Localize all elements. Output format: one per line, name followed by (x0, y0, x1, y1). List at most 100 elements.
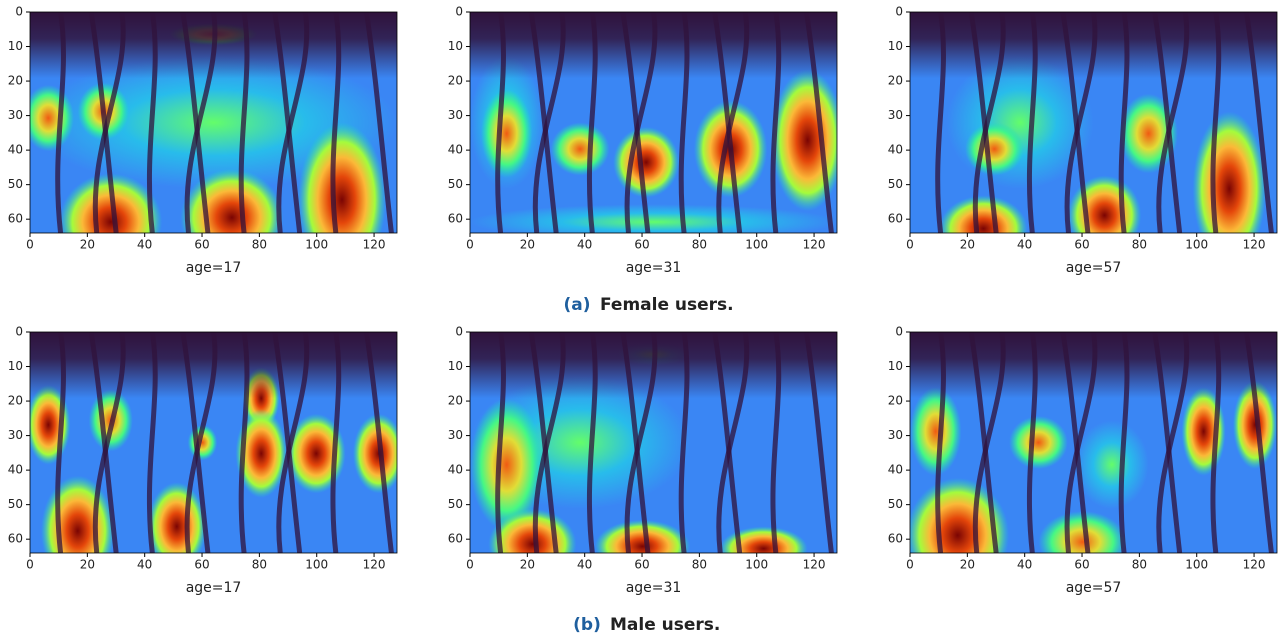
x-tick-label: 60 (634, 238, 649, 252)
x-tick-label: 120 (803, 558, 826, 572)
heatmap-top (910, 12, 1277, 233)
y-tick-label: 60 (448, 532, 463, 546)
x-tick-label: 80 (252, 238, 267, 252)
x-tick-label: 120 (363, 558, 386, 572)
y-tick-label: 30 (448, 108, 463, 122)
y-tick-label: 50 (888, 497, 903, 511)
axes-frame (29, 331, 398, 554)
axes-frame (29, 11, 398, 234)
x-axis-label: age=57 (1066, 580, 1122, 596)
x-tick-label: 20 (520, 238, 535, 252)
axes-frame (909, 11, 1278, 234)
y-tick-label: 30 (888, 108, 903, 122)
y-tick-label: 30 (448, 428, 463, 442)
y-tick-label: 40 (8, 463, 23, 477)
x-tick-label: 120 (1243, 238, 1266, 252)
x-tick-label: 80 (252, 558, 267, 572)
y-tick-label: 50 (448, 177, 463, 191)
x-tick-label: 120 (803, 238, 826, 252)
x-tick-label: 80 (1132, 238, 1147, 252)
x-tick-label: 40 (577, 558, 592, 572)
x-tick-label: 60 (1074, 238, 1089, 252)
y-tick-label: 60 (888, 532, 903, 546)
x-tick-label: 40 (1017, 558, 1032, 572)
x-tick-label: 60 (194, 238, 209, 252)
y-tick-label: 50 (888, 177, 903, 191)
x-tick-label: 40 (577, 238, 592, 252)
x-axis-label: age=31 (626, 580, 682, 596)
y-tick-label: 40 (448, 143, 463, 157)
y-tick-label: 60 (888, 212, 903, 226)
x-tick-label: 60 (194, 558, 209, 572)
x-tick-label: 40 (137, 558, 152, 572)
heatmap-image (30, 12, 397, 233)
y-tick-label: 20 (888, 394, 903, 408)
y-tick-label: 30 (888, 428, 903, 442)
x-tick-label: 0 (906, 238, 914, 252)
caption-label: (b) (573, 615, 601, 635)
x-tick-label: 60 (1074, 558, 1089, 572)
y-tick-label: 40 (888, 463, 903, 477)
caption-text: Female users. (600, 295, 734, 315)
x-tick-label: 0 (906, 558, 914, 572)
heatmap-top (30, 12, 397, 233)
x-tick-label: 120 (363, 238, 386, 252)
caption-text: Male users. (610, 615, 720, 635)
x-tick-label: 120 (1243, 558, 1266, 572)
y-tick-label: 40 (888, 143, 903, 157)
x-tick-label: 100 (745, 238, 768, 252)
y-tick-label: 20 (8, 74, 23, 88)
y-tick-label: 0 (895, 5, 903, 19)
y-tick-label: 60 (8, 532, 23, 546)
y-tick-label: 20 (448, 394, 463, 408)
heatmap-top (470, 332, 837, 553)
y-tick-label: 0 (15, 325, 23, 339)
x-tick-label: 40 (1017, 238, 1032, 252)
x-tick-label: 40 (137, 238, 152, 252)
x-tick-label: 0 (26, 558, 34, 572)
y-tick-label: 10 (448, 359, 463, 373)
heatmap-image (470, 332, 837, 553)
y-tick-label: 10 (888, 359, 903, 373)
x-axis-label: age=57 (1066, 260, 1122, 276)
x-tick-label: 20 (80, 558, 95, 572)
heatmap-image (470, 12, 837, 233)
heatmap-image (910, 332, 1277, 553)
y-tick-label: 0 (455, 5, 463, 19)
x-tick-label: 80 (1132, 558, 1147, 572)
x-tick-label: 100 (1185, 238, 1208, 252)
axes-frame (909, 331, 1278, 554)
caption-label: (a) (563, 295, 590, 315)
heatmap-image (30, 332, 397, 553)
y-tick-label: 50 (448, 497, 463, 511)
y-tick-label: 30 (8, 428, 23, 442)
heatmap-top (910, 332, 1277, 553)
y-tick-label: 20 (448, 74, 463, 88)
y-tick-label: 0 (15, 5, 23, 19)
x-tick-label: 60 (634, 558, 649, 572)
y-tick-label: 40 (8, 143, 23, 157)
x-tick-label: 80 (692, 238, 707, 252)
y-tick-label: 10 (448, 39, 463, 53)
y-tick-label: 20 (8, 394, 23, 408)
y-tick-label: 0 (895, 325, 903, 339)
x-tick-label: 100 (305, 238, 328, 252)
y-tick-label: 20 (888, 74, 903, 88)
y-tick-label: 10 (8, 39, 23, 53)
x-tick-label: 0 (466, 558, 474, 572)
x-tick-label: 100 (745, 558, 768, 572)
y-tick-label: 50 (8, 497, 23, 511)
x-tick-label: 100 (305, 558, 328, 572)
x-tick-label: 20 (960, 558, 975, 572)
heatmap-top (30, 332, 397, 553)
x-tick-label: 100 (1185, 558, 1208, 572)
y-tick-label: 10 (8, 359, 23, 373)
y-tick-label: 60 (8, 212, 23, 226)
x-axis-label: age=17 (186, 580, 242, 596)
y-tick-label: 0 (455, 325, 463, 339)
y-tick-label: 50 (8, 177, 23, 191)
axes-frame (469, 331, 838, 554)
x-axis-label: age=17 (186, 260, 242, 276)
y-tick-label: 60 (448, 212, 463, 226)
